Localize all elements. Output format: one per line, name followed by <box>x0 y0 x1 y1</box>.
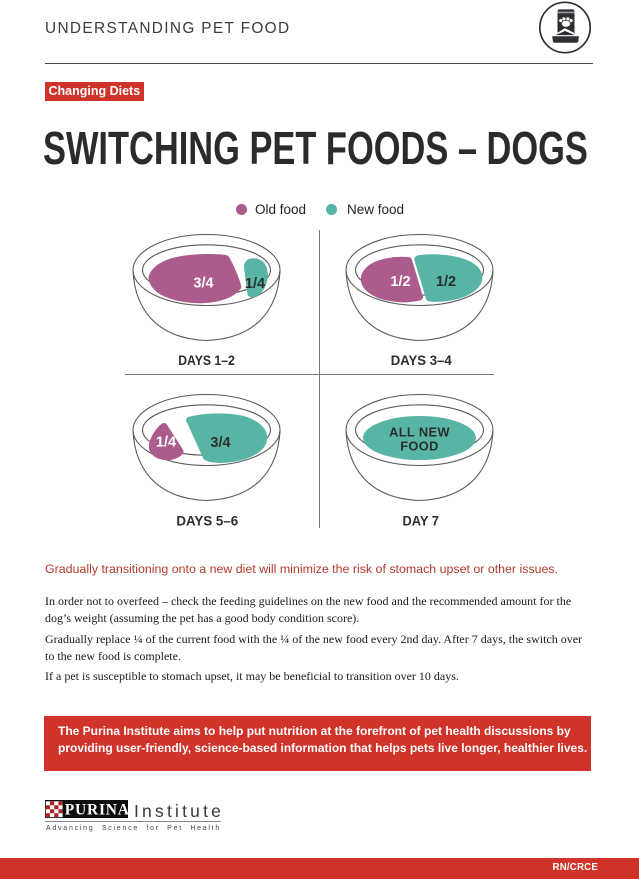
svg-text:DAYS 5–6: DAYS 5–6 <box>176 513 238 529</box>
svg-text:FOOD: FOOD <box>400 439 439 454</box>
svg-text:3/4: 3/4 <box>193 276 213 292</box>
svg-text:PURINA: PURINA <box>65 802 128 819</box>
svg-text:1/2: 1/2 <box>390 274 410 290</box>
svg-text:3/4: 3/4 <box>210 435 230 451</box>
svg-text:1/4: 1/4 <box>156 435 176 451</box>
svg-text:DAYS 3–4: DAYS 3–4 <box>391 352 452 368</box>
svg-text:DAY 7: DAY 7 <box>402 513 439 529</box>
svg-text:1/2: 1/2 <box>436 274 456 290</box>
svg-text:DAYS 1–2: DAYS 1–2 <box>178 352 235 368</box>
svg-text:ALL NEW: ALL NEW <box>389 425 450 440</box>
svg-text:1/4: 1/4 <box>245 276 265 292</box>
